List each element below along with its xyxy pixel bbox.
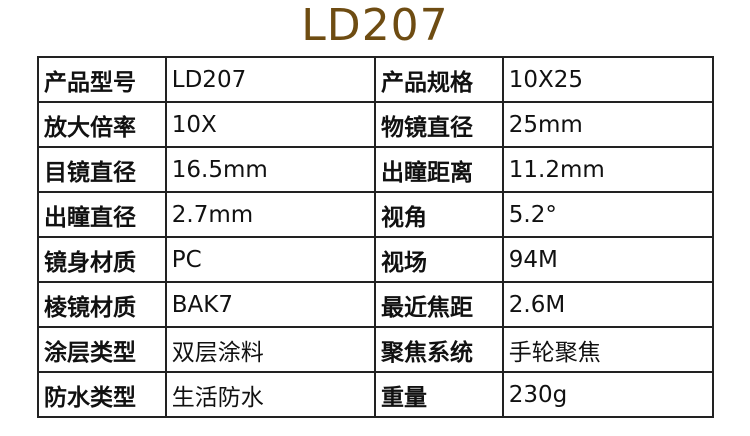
spec-value: 手轮聚焦 — [501, 326, 715, 373]
table-row: 产品型号 LD207 产品规格 10X25 — [37, 56, 715, 103]
spec-value: 2.6M — [501, 281, 715, 328]
spec-value: 10X — [164, 101, 376, 148]
spec-label: 产品型号 — [37, 56, 167, 103]
spec-label: 出瞳距离 — [373, 146, 504, 193]
spec-value: LD207 — [164, 56, 376, 103]
spec-label: 物镜直径 — [373, 101, 504, 148]
spec-label: 出瞳直径 — [37, 191, 167, 238]
spec-value: 双层涂料 — [164, 326, 376, 373]
table-row: 棱镜材质 BAK7 最近焦距 2.6M — [37, 281, 715, 328]
table-row: 出瞳直径 2.7mm 视角 5.2° — [37, 191, 715, 238]
spec-label: 最近焦距 — [373, 281, 504, 328]
spec-value: BAK7 — [164, 281, 376, 328]
spec-value: 11.2mm — [501, 146, 715, 193]
spec-value: 16.5mm — [164, 146, 376, 193]
table-row: 涂层类型 双层涂料 聚焦系统 手轮聚焦 — [37, 326, 715, 373]
spec-label: 涂层类型 — [37, 326, 167, 373]
spec-label: 棱镜材质 — [37, 281, 167, 328]
spec-value: 10X25 — [501, 56, 715, 103]
page-title: LD207 — [301, 0, 449, 51]
spec-label: 聚焦系统 — [373, 326, 504, 373]
spec-value: PC — [164, 236, 376, 283]
table-row: 目镜直径 16.5mm 出瞳距离 11.2mm — [37, 146, 715, 193]
spec-label: 镜身材质 — [37, 236, 167, 283]
spec-label: 视场 — [373, 236, 504, 283]
spec-value: 25mm — [501, 101, 715, 148]
spec-label: 防水类型 — [37, 371, 167, 418]
spec-value: 94M — [501, 236, 715, 283]
spec-label: 产品规格 — [373, 56, 504, 103]
spec-label: 目镜直径 — [37, 146, 167, 193]
table-row: 镜身材质 PC 视场 94M — [37, 236, 715, 283]
spec-table: 产品型号 LD207 产品规格 10X25 放大倍率 10X 物镜直径 25mm 目镜直径 16.… — [37, 56, 715, 418]
spec-value: 230g — [501, 371, 715, 418]
spec-value: 生活防水 — [164, 371, 376, 418]
table-row: 放大倍率 10X 物镜直径 25mm — [37, 101, 715, 148]
spec-label: 重量 — [373, 371, 504, 418]
spec-label: 视角 — [373, 191, 504, 238]
table-row: 防水类型 生活防水 重量 230g — [37, 371, 715, 418]
spec-label: 放大倍率 — [37, 101, 167, 148]
spec-value: 5.2° — [501, 191, 715, 238]
spec-value: 2.7mm — [164, 191, 376, 238]
